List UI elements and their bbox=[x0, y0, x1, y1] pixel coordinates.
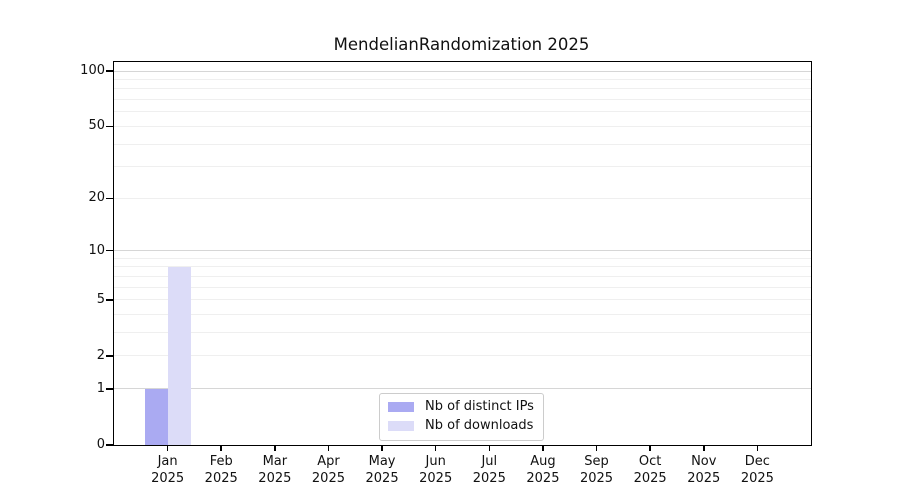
minor-gridline bbox=[114, 197, 811, 199]
minor-gridline bbox=[114, 257, 811, 259]
x-tick-label: Aug 2025 bbox=[526, 454, 560, 486]
minor-gridline bbox=[114, 276, 811, 278]
y-tick-label: 2 bbox=[96, 347, 105, 363]
x-tick-label: Nov 2025 bbox=[687, 454, 721, 486]
minor-gridline bbox=[114, 266, 811, 268]
x-tick-mark bbox=[220, 446, 222, 451]
legend-label: Nb of downloads bbox=[425, 418, 534, 433]
x-tick-mark bbox=[327, 446, 330, 451]
minor-gridline bbox=[114, 299, 811, 301]
y-tick-mark bbox=[106, 70, 113, 72]
x-tick-mark bbox=[434, 446, 437, 451]
x-tick-mark bbox=[703, 446, 705, 451]
legend-swatch-icon bbox=[388, 402, 414, 412]
x-tick-mark bbox=[649, 446, 651, 451]
y-tick-label: 20 bbox=[88, 190, 105, 206]
x-tick-label: Apr 2025 bbox=[311, 454, 345, 486]
x-tick-mark bbox=[488, 446, 491, 451]
x-tick-mark bbox=[542, 446, 544, 451]
major-gridline bbox=[114, 70, 811, 72]
x-tick-mark bbox=[595, 446, 598, 451]
x-tick-mark bbox=[274, 446, 276, 451]
legend-item: Nb of distinct IPs bbox=[388, 399, 534, 415]
minor-gridline bbox=[114, 286, 811, 288]
chart-title: MendelianRandomization 2025 bbox=[333, 35, 590, 54]
y-tick-label: 5 bbox=[96, 291, 105, 307]
x-tick-label: May 2025 bbox=[365, 454, 399, 486]
y-tick-mark bbox=[106, 299, 113, 301]
minor-gridline bbox=[114, 166, 811, 168]
y-tick-mark bbox=[106, 388, 113, 390]
legend-item: Nb of downloads bbox=[388, 418, 534, 434]
y-tick-label: 50 bbox=[88, 118, 105, 134]
minor-gridline bbox=[114, 88, 811, 90]
minor-gridline bbox=[114, 99, 811, 101]
minor-gridline bbox=[114, 314, 811, 316]
x-tick-label: Mar 2025 bbox=[258, 454, 292, 486]
y-tick-label: 1 bbox=[96, 380, 105, 396]
bar-nb-of-distinct-ips bbox=[144, 388, 168, 445]
x-tick-label: Dec 2025 bbox=[740, 454, 774, 486]
y-tick-mark bbox=[106, 197, 113, 200]
x-tick-label: Oct 2025 bbox=[633, 454, 667, 486]
legend-swatch-icon bbox=[388, 421, 414, 431]
y-tick-label: 10 bbox=[88, 242, 105, 258]
y-tick-mark bbox=[106, 249, 113, 252]
minor-gridline bbox=[114, 355, 811, 357]
y-tick-mark bbox=[106, 125, 113, 128]
minor-gridline bbox=[114, 125, 811, 127]
major-gridline bbox=[114, 250, 811, 252]
minor-gridline bbox=[114, 79, 811, 81]
x-tick-mark bbox=[756, 446, 759, 451]
x-tick-label: Jan 2025 bbox=[151, 454, 185, 486]
minor-gridline bbox=[114, 111, 811, 113]
plot-area: Nb of distinct IPs Nb of downloads 0 1 2 5 10… bbox=[80, 61, 812, 486]
y-tick-mark bbox=[106, 444, 113, 446]
x-tick-label: Jul 2025 bbox=[472, 454, 506, 486]
minor-gridline bbox=[114, 332, 811, 334]
y-tick-label: 0 bbox=[96, 437, 105, 452]
legend: Nb of distinct IPs Nb of downloads bbox=[379, 393, 544, 441]
minor-gridline bbox=[114, 143, 811, 145]
y-tick-label: 100 bbox=[80, 63, 105, 79]
x-tick-label: Feb 2025 bbox=[204, 454, 238, 486]
x-tick-label: Sep 2025 bbox=[579, 454, 614, 486]
major-gridline bbox=[114, 388, 811, 390]
x-tick-mark bbox=[166, 446, 169, 451]
bar-nb-of-downloads bbox=[167, 267, 191, 445]
legend-label: Nb of distinct IPs bbox=[425, 399, 534, 414]
x-tick-label: Jun 2025 bbox=[419, 454, 453, 486]
y-tick-mark bbox=[106, 355, 113, 357]
x-tick-mark bbox=[381, 446, 383, 451]
